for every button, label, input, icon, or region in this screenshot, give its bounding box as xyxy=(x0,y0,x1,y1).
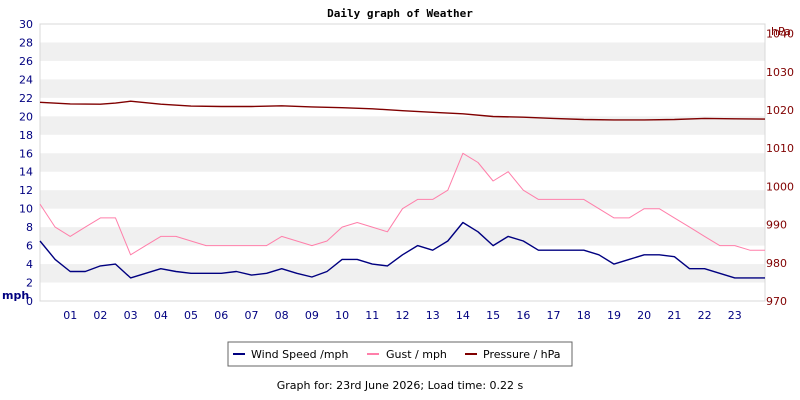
grid-band xyxy=(40,42,765,61)
x-tick-label: 15 xyxy=(486,309,500,322)
x-tick-label: 10 xyxy=(335,309,349,322)
right-tick-label: 1010 xyxy=(766,142,794,155)
left-tick-label: 22 xyxy=(19,92,33,105)
legend-label-pressure: Pressure / hPa xyxy=(483,348,561,361)
wind-speed-line xyxy=(39,221,765,279)
x-tick-label: 20 xyxy=(637,309,651,322)
grid-band xyxy=(40,264,765,283)
x-tick-label: 08 xyxy=(275,309,289,322)
x-tick-label: 21 xyxy=(667,309,681,322)
left-tick-label: 20 xyxy=(19,110,33,123)
legend-label-wind: Wind Speed /mph xyxy=(251,348,349,361)
x-tick-label: 18 xyxy=(577,309,591,322)
right-tick-label: 1020 xyxy=(766,104,794,117)
plot-frame xyxy=(39,23,766,302)
x-tick-label: 16 xyxy=(516,309,530,322)
grid-band xyxy=(40,190,765,209)
x-tick-label: 13 xyxy=(426,309,440,322)
left-tick-label: 28 xyxy=(19,36,33,49)
left-tick-label: 0 xyxy=(26,295,33,308)
right-tick-label: 980 xyxy=(766,257,787,270)
left-tick-label: 2 xyxy=(26,277,33,290)
x-tick-label: 05 xyxy=(184,309,198,322)
grid-bands xyxy=(40,42,765,283)
x-axis-ticks: 01 02 03 04 05 06 07 08 09 10 11 12 13 14 15 16 17 18 19 20… xyxy=(63,309,742,322)
right-axis-ticks: 970 980 990 1000 1010 1020 1030 1040 xyxy=(766,28,794,308)
right-tick-label: 1000 xyxy=(766,180,794,193)
legend: Wind Speed /mph Gust / mph Pressure / hP… xyxy=(227,341,573,367)
x-tick-label: 02 xyxy=(93,309,107,322)
left-axis-unit: mph xyxy=(2,289,29,302)
left-tick-label: 26 xyxy=(19,55,33,68)
footer-status: Graph for: 23rd June 2026; Load time: 0.… xyxy=(276,379,524,392)
x-tick-label: 03 xyxy=(124,309,138,322)
grid-band xyxy=(40,153,765,172)
gust-line xyxy=(39,152,765,256)
right-tick-label: 1030 xyxy=(766,66,794,79)
x-tick-label: 07 xyxy=(244,309,258,322)
legend-box xyxy=(227,341,573,367)
chart-title: Daily graph of Weather xyxy=(327,7,473,20)
x-tick-label: 23 xyxy=(728,309,742,322)
grid-band xyxy=(40,79,765,98)
grid-band xyxy=(40,116,765,135)
right-tick-label: 970 xyxy=(766,295,787,308)
legend-label-gust: Gust / mph xyxy=(386,348,447,361)
left-tick-label: 24 xyxy=(19,73,33,86)
grid-band xyxy=(40,227,765,246)
x-tick-label: 14 xyxy=(456,309,470,322)
x-tick-label: 17 xyxy=(547,309,561,322)
x-tick-label: 12 xyxy=(396,309,410,322)
x-tick-label: 01 xyxy=(63,309,77,322)
x-tick-label: 06 xyxy=(214,309,228,322)
x-tick-label: 22 xyxy=(698,309,712,322)
left-tick-label: 16 xyxy=(19,147,33,160)
pressure-line xyxy=(39,100,766,121)
left-tick-label: 4 xyxy=(26,258,33,271)
left-tick-label: 18 xyxy=(19,129,33,142)
x-tick-label: 09 xyxy=(305,309,319,322)
right-tick-label: 990 xyxy=(766,219,787,232)
left-tick-label: 12 xyxy=(19,184,33,197)
left-tick-label: 10 xyxy=(19,203,33,216)
x-tick-label: 11 xyxy=(365,309,379,322)
right-tick-label: 1040 xyxy=(766,28,794,41)
series-layer xyxy=(39,100,766,279)
x-tick-label: 19 xyxy=(607,309,621,322)
left-tick-label: 8 xyxy=(26,221,33,234)
right-axis-unit: hPa xyxy=(771,25,791,38)
x-tick-label: 04 xyxy=(154,309,168,322)
left-tick-label: 6 xyxy=(26,240,33,253)
left-tick-label: 14 xyxy=(19,166,33,179)
left-tick-label: 30 xyxy=(19,18,33,31)
